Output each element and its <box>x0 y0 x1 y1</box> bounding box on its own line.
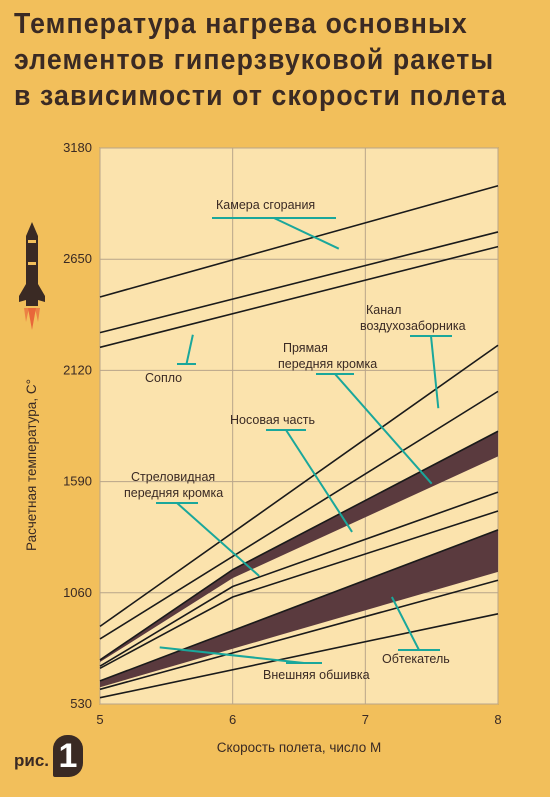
figure-prefix: рис. <box>14 751 50 770</box>
series-line-7 <box>99 510 499 670</box>
leader-line <box>430 335 440 409</box>
y-tick-label: 1060 <box>63 585 92 600</box>
annotation: Сопло <box>145 371 182 385</box>
figure-label: рис. 1 <box>14 735 84 777</box>
grid <box>99 147 499 705</box>
rocket-icon <box>19 222 45 330</box>
leader-line <box>185 334 194 365</box>
series-line-1 <box>99 231 499 334</box>
y-tick-label: 530 <box>70 696 92 711</box>
series-line-2 <box>99 245 499 349</box>
y-tick-label: 2650 <box>63 251 92 266</box>
annotation-text: передняя кромка <box>124 486 223 500</box>
title-line: элементов гиперзвуковой ракеты <box>14 44 495 76</box>
y-tick-label: 3180 <box>63 140 92 155</box>
annotation-text: Внешняя обшивка <box>263 668 370 682</box>
annotation: Носовая часть <box>230 413 315 427</box>
annotation-text: Сопло <box>145 371 182 385</box>
y-tick-label: 2120 <box>63 362 92 377</box>
y-axis-label: Расчетная температура, С° <box>24 379 39 551</box>
band-8 <box>100 529 498 688</box>
ticks: 5 6 7 8 530 1060 1590 2120 2650 3180 <box>63 140 502 727</box>
figure-number: 1 <box>53 735 84 777</box>
annotation: Прямая передняя кромка <box>278 341 377 371</box>
annotation-text: Камера сгорания <box>216 198 315 212</box>
leader-line <box>176 502 260 577</box>
series-line-6 <box>99 491 499 667</box>
bands <box>100 431 498 688</box>
annotation-text: Стреловидная <box>131 470 215 484</box>
x-tick-label: 5 <box>96 712 103 727</box>
band-5 <box>100 431 498 663</box>
annotation: Внешняя обшивка <box>263 668 370 682</box>
series-line-3 <box>99 344 499 628</box>
series-line-0 <box>99 184 499 298</box>
title-line: в зависимости от скорости полета <box>14 80 507 112</box>
series-line-8 <box>99 529 499 682</box>
x-tick-label: 7 <box>362 712 369 727</box>
annotation: Канал воздухозаборника <box>360 303 466 333</box>
series-line-10 <box>99 612 499 699</box>
x-tick-label: 8 <box>494 712 501 727</box>
annotation-text: воздухозаборника <box>360 319 466 333</box>
annotation: Камера сгорания <box>216 198 315 212</box>
annotation-text: передняя кромка <box>278 357 377 371</box>
annotation-text: Обтекатель <box>382 652 450 666</box>
series-line-4 <box>99 390 499 640</box>
leader-line <box>334 373 433 485</box>
annotation: Обтекатель <box>382 652 450 666</box>
series-lines <box>99 184 499 699</box>
x-axis-label: Скорость полета, число М <box>217 740 381 755</box>
title-line: Температура нагрева основных <box>14 8 468 40</box>
y-tick-label: 1590 <box>63 474 92 489</box>
annotation: Стреловидная передняя кромка <box>124 470 223 500</box>
x-tick-label: 6 <box>229 712 236 727</box>
annotations: Камера сгорания Сопло Канал воздухозаборник… <box>124 198 466 682</box>
annotation-text: Канал <box>366 303 401 317</box>
leader-line <box>159 646 305 664</box>
annotation-leaders <box>156 217 452 664</box>
leader-line <box>390 596 420 651</box>
series-line-9 <box>99 579 499 691</box>
leader-line <box>273 217 340 250</box>
annotation-text: Носовая часть <box>230 413 315 427</box>
annotation-text: Прямая <box>283 341 328 355</box>
series-line-5 <box>99 430 499 661</box>
leader-line <box>285 429 353 533</box>
chart-title: Температура нагрева основных элементов г… <box>14 6 507 114</box>
